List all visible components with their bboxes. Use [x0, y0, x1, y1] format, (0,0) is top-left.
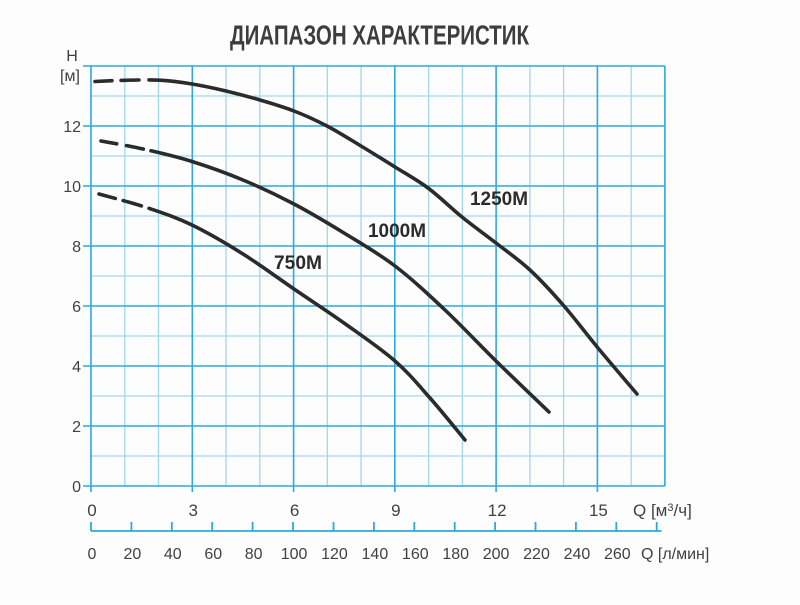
svg-text:80: 80 — [245, 546, 263, 563]
svg-text:60: 60 — [204, 546, 222, 563]
svg-text:220: 220 — [523, 546, 550, 563]
svg-text:240: 240 — [564, 546, 591, 563]
svg-text:ДИАПАЗОН ХАРАКТЕРИСТИК: ДИАПАЗОН ХАРАКТЕРИСТИК — [230, 20, 530, 51]
svg-text:120: 120 — [321, 546, 348, 563]
svg-text:2: 2 — [72, 419, 81, 436]
svg-text:1250M: 1250M — [470, 188, 528, 210]
svg-text:140: 140 — [362, 546, 389, 563]
svg-text:9: 9 — [391, 501, 400, 520]
svg-text:0: 0 — [88, 546, 97, 563]
svg-text:0: 0 — [72, 479, 81, 496]
svg-text:160: 160 — [402, 546, 429, 563]
svg-text:3: 3 — [189, 501, 198, 520]
svg-text:15: 15 — [589, 501, 608, 520]
svg-text:Q [л/мин]: Q [л/мин] — [641, 546, 709, 563]
svg-text:100: 100 — [281, 546, 308, 563]
svg-text:200: 200 — [483, 546, 510, 563]
svg-text:40: 40 — [164, 546, 182, 563]
svg-text:260: 260 — [604, 546, 631, 563]
svg-text:1000M: 1000M — [368, 220, 426, 242]
svg-text:12: 12 — [488, 501, 507, 520]
svg-text:[м]: [м] — [60, 68, 80, 85]
svg-text:8: 8 — [72, 239, 81, 256]
svg-text:6: 6 — [72, 299, 81, 316]
svg-text:Q [м3/ч]: Q [м3/ч] — [633, 501, 692, 520]
svg-text:6: 6 — [290, 501, 299, 520]
svg-text:H: H — [66, 48, 78, 65]
svg-text:20: 20 — [124, 546, 142, 563]
svg-text:4: 4 — [72, 359, 81, 376]
svg-text:180: 180 — [442, 546, 469, 563]
svg-text:12: 12 — [63, 119, 81, 136]
svg-text:750M: 750M — [274, 252, 322, 274]
svg-text:10: 10 — [63, 179, 81, 196]
svg-text:0: 0 — [87, 501, 96, 520]
